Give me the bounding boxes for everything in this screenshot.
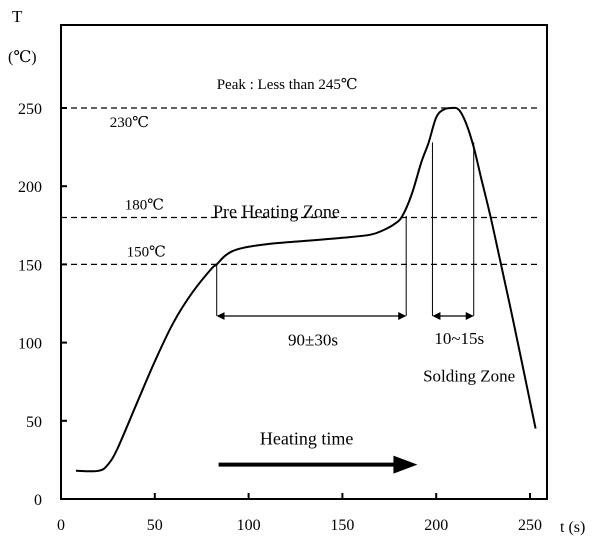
heating-direction	[218, 455, 418, 474]
plot-frame	[60, 24, 548, 500]
annotation-8: Heating time	[260, 428, 353, 448]
annotation-1: 230℃	[110, 115, 149, 131]
annotation-7: Solding Zone	[423, 367, 515, 386]
y-tick-label-150: 150	[18, 257, 42, 274]
annotation-6: 10~15s	[434, 329, 484, 348]
y-tick-label-0: 0	[34, 492, 42, 509]
y-tick-label-250: 250	[18, 101, 42, 118]
axis-ticks: 0 50 100 150 200 250 0 50 100 150 200 250	[18, 101, 542, 534]
annotation-3: Pre Heating Zone	[213, 201, 340, 221]
x-tick-label-150: 150	[330, 517, 354, 534]
annotation-2: 180℃	[125, 198, 164, 214]
annotation-0: Peak : Less than 245℃	[217, 77, 358, 93]
x-tick-label-250: 250	[518, 517, 542, 534]
zone-markers	[216, 142, 475, 317]
y-tick-label-200: 200	[18, 179, 42, 196]
x-tick-label-0: 0	[57, 517, 65, 534]
x-tick-label-100: 100	[237, 517, 261, 534]
y-axis-unit: (℃)	[8, 49, 37, 66]
y-tick-label-50: 50	[26, 414, 42, 431]
series-line	[75, 106, 537, 473]
x-axis-label: t (s)	[560, 519, 585, 536]
annotation-4: 150℃	[127, 245, 166, 261]
y-axis-label: T	[12, 7, 23, 26]
x-tick-label-50: 50	[147, 517, 163, 534]
x-tick-label-200: 200	[424, 517, 448, 534]
annotation-5: 90±30s	[288, 331, 338, 350]
annotations: Peak : Less than 245℃ 230℃ 180℃ Pre Heating…	[110, 77, 515, 448]
temperature-curve	[75, 106, 537, 473]
y-tick-label-100: 100	[18, 336, 42, 353]
heating-time-arrow-head	[393, 455, 418, 474]
